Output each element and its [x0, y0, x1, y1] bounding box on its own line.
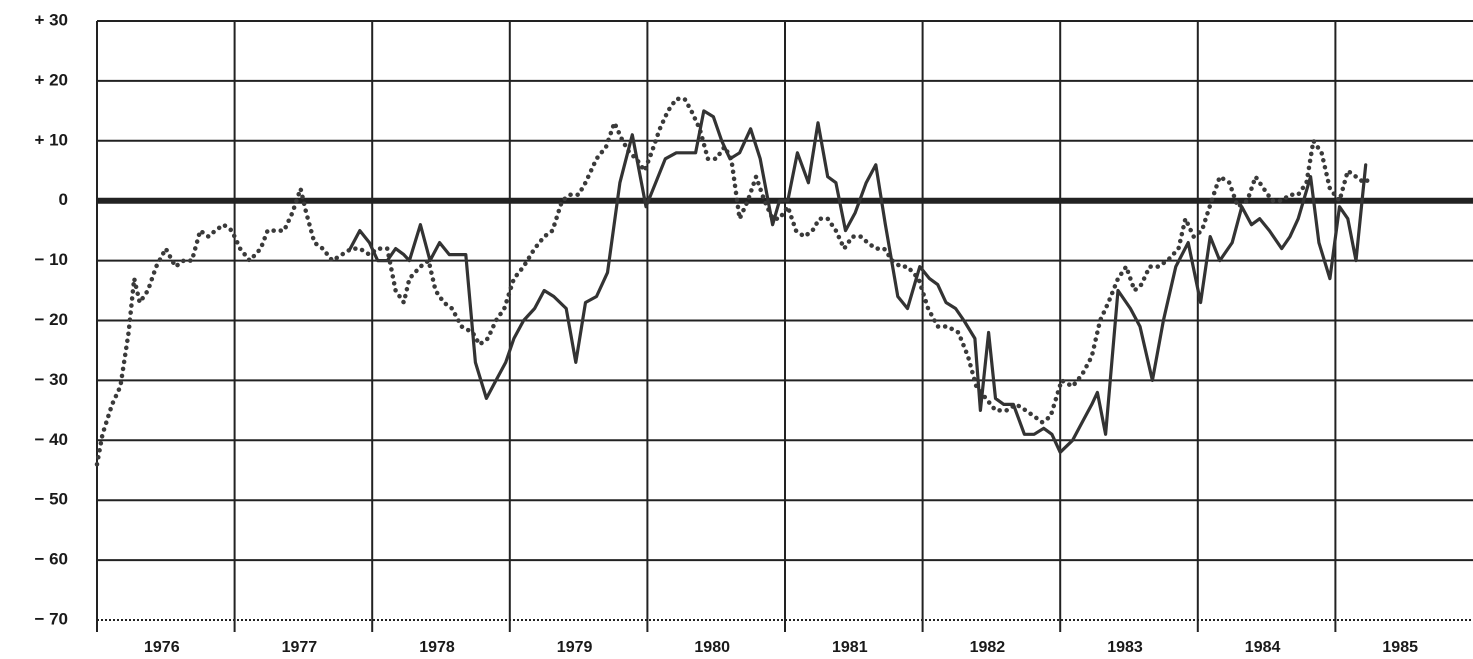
x-tick-label: 1980: [694, 639, 730, 656]
x-tick-label: 1979: [557, 639, 593, 656]
y-tick-label: − 30: [34, 370, 68, 389]
y-tick-label: − 20: [34, 310, 68, 329]
x-tick-label: 1982: [970, 639, 1006, 656]
y-tick-label: − 40: [34, 430, 68, 449]
y-tick-label: − 70: [34, 609, 68, 628]
y-tick-label: + 30: [34, 10, 68, 29]
x-tick-label: 1985: [1382, 639, 1418, 656]
y-tick-label: + 10: [34, 130, 68, 149]
x-tick-label: 1977: [282, 639, 318, 656]
solid-line: [348, 109, 1368, 454]
x-tick-label: 1976: [144, 639, 180, 656]
y-tick-label: + 20: [34, 70, 68, 89]
x-tick-label: 1983: [1107, 639, 1143, 656]
y-tick-label: − 50: [34, 490, 68, 509]
y-tick-label: − 10: [34, 250, 68, 269]
dotted-line: [94, 96, 1375, 467]
x-tick-label: 1981: [832, 639, 868, 656]
y-tick-label: 0: [59, 190, 68, 209]
x-tick-label: 1984: [1245, 639, 1281, 656]
y-tick-label: − 60: [34, 550, 68, 569]
x-tick-label: 1978: [419, 639, 455, 656]
